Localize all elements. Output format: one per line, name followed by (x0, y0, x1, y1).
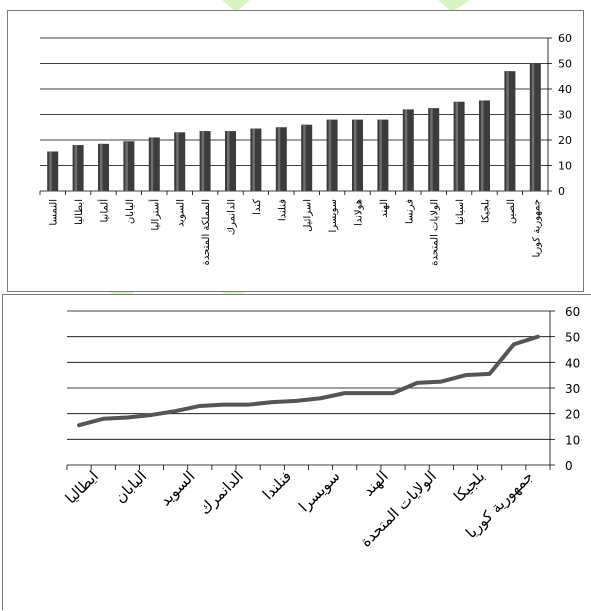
x-tick-label: فنلندا (277, 199, 288, 221)
bar (98, 143, 109, 191)
x-tick-label: اسرائيل (303, 199, 314, 232)
y-tick-label: 20 (565, 408, 580, 422)
bar-highlight (74, 145, 78, 191)
bar-highlight (49, 151, 52, 191)
x-tick-label: ألمانيا (98, 199, 111, 223)
x-tick-label: الدانمرك (196, 467, 247, 518)
bar (402, 109, 414, 191)
y-tick-label: 60 (558, 32, 572, 45)
bar (326, 119, 338, 191)
bar (428, 108, 440, 191)
bar (148, 137, 160, 191)
y-tick-label: 0 (565, 459, 573, 473)
x-tick-label: الدانمرك (227, 199, 238, 235)
x-tick-label: سويسرا (328, 199, 339, 233)
line-chart-panel: 0 10 20 30 40 50 60 ايطاليا اليابان السويد الدانمر… (2, 294, 591, 610)
bar-highlight (303, 124, 306, 191)
x-tick-label: هولاندا (354, 199, 365, 226)
x-tick-label: بلجيكا (450, 467, 488, 505)
bar-highlight (531, 63, 535, 191)
bar-chart-panel: 0 10 20 30 40 50 60 النمسا ايطاليا ألمانيا اليابان… (7, 10, 584, 292)
x-tick-label: سويسرا (295, 467, 343, 515)
x-tick-label: النمسا (49, 199, 60, 226)
bar (352, 119, 363, 191)
bar (123, 141, 135, 191)
bar-highlight (277, 127, 281, 191)
x-tick-label: جمهورية كوريا (531, 199, 542, 257)
y-tick-label: 40 (558, 83, 572, 96)
bar (199, 131, 211, 191)
bar (377, 119, 389, 191)
x-tick-label: الصين (506, 199, 517, 224)
bar-highlight (455, 101, 459, 191)
x-tick-label: ايطاليا (62, 467, 102, 507)
bar-highlight (227, 131, 230, 191)
x-tick-label: السويد (156, 467, 198, 509)
bar (47, 151, 59, 191)
bar-highlight (481, 100, 484, 191)
bar-highlight (506, 71, 509, 191)
bar-chart: 0 10 20 30 40 50 60 النمسا ايطاليا ألمانيا اليابان… (39, 32, 572, 266)
y-tick-label: 10 (558, 160, 572, 173)
x-tick-label: الولايات المتحدة (430, 199, 441, 266)
bar (301, 124, 313, 191)
y-tick-label: 50 (565, 331, 580, 345)
y-tick-label: 30 (565, 382, 580, 396)
x-tick-label: فنلندا (259, 467, 295, 503)
bar (479, 100, 490, 191)
bar-highlight (100, 143, 103, 191)
y-tick-label: 20 (558, 134, 572, 147)
x-tick-label: السويد (176, 199, 187, 227)
x-tick-label: المملكة المتحدة (201, 199, 212, 265)
bar (529, 63, 541, 191)
x-tick-label: الهند (359, 467, 392, 500)
y-tick-label: 0 (558, 185, 565, 198)
bar-highlight (328, 119, 332, 191)
x-tick-label: اليابان (111, 467, 150, 506)
bar-highlight (176, 132, 179, 191)
y-tick-label: 40 (565, 356, 580, 370)
bar-highlight (430, 108, 433, 191)
bar-highlight (379, 119, 382, 191)
x-tick-label: ايطاليا (74, 199, 85, 225)
x-tick-label: اسبانيا (455, 199, 466, 225)
bar (174, 132, 186, 191)
line-chart: 0 10 20 30 40 50 60 ايطاليا اليابان السويدالدانمر… (62, 305, 581, 551)
bar-highlight (354, 119, 357, 191)
bar-highlight (125, 141, 128, 191)
x-tick-label: أستراليا (148, 199, 161, 231)
x-tick-label: كندا (252, 199, 263, 215)
bar-highlight (404, 109, 408, 191)
y-tick-label: 30 (558, 109, 572, 122)
series-line (77, 334, 540, 428)
bar (225, 131, 236, 191)
y-tick-label: 50 (558, 58, 572, 71)
y-tick-label: 60 (565, 305, 580, 319)
bar (250, 128, 262, 191)
x-tick-label: الهند (379, 199, 390, 218)
bar (453, 101, 465, 191)
bar (72, 145, 84, 191)
x-tick-label: اليابان (125, 199, 136, 224)
bar-highlight (252, 128, 255, 191)
x-tick-label: بلجيكا (481, 199, 492, 223)
bar-highlight (201, 131, 205, 191)
y-tick-label: 10 (565, 433, 580, 447)
bar (504, 71, 516, 191)
bar (275, 127, 287, 191)
x-tick-label: فرنسا (404, 199, 415, 224)
bar-highlight (150, 137, 154, 191)
